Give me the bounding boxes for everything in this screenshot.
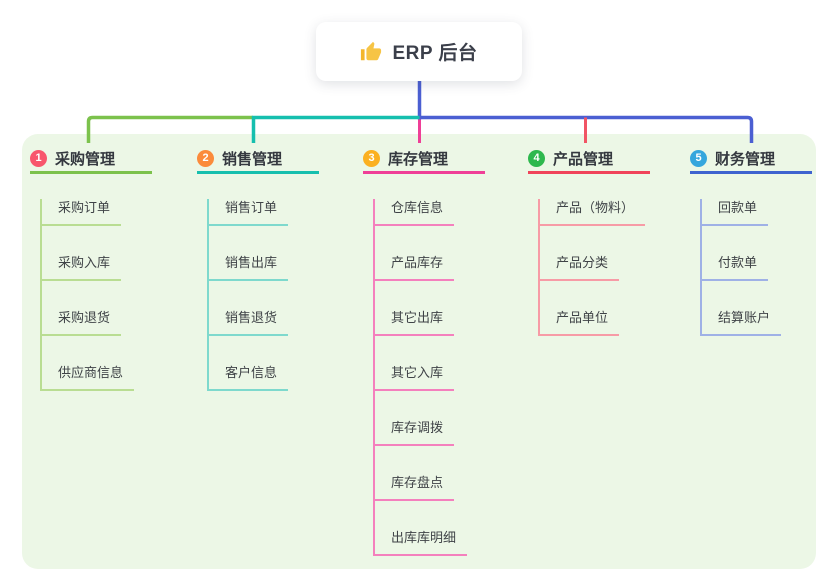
branch-product-title: 产品管理	[553, 150, 614, 168]
branch-finance-children: 回款单 付款单 结算账户	[700, 199, 812, 336]
branch-purchase-header[interactable]: 1 采购管理	[30, 148, 152, 174]
branch-finance-title: 财务管理	[715, 150, 776, 168]
node-stock-count[interactable]: 库存盘点	[375, 474, 455, 501]
branch-purchase: 1 采购管理 采购订单 采购入库 采购退货 供应商信息	[30, 148, 152, 391]
badge-5: 5	[690, 149, 707, 167]
node-purchase-inbound[interactable]: 采购入库	[42, 254, 122, 281]
node-product-category[interactable]: 产品分类	[540, 254, 620, 281]
badge-2: 2	[197, 149, 214, 167]
thumbs-up-icon	[361, 41, 382, 60]
branch-purchase-children: 采购订单 采购入库 采购退货 供应商信息	[40, 199, 152, 391]
root-node[interactable]: ERP 后台	[316, 22, 522, 81]
root-title: ERP 后台	[392, 43, 478, 64]
mindmap-background-panel	[22, 134, 816, 569]
branch-product: 4 产品管理 产品（物料） 产品分类 产品单位	[528, 148, 650, 336]
node-sales-order[interactable]: 销售订单	[209, 199, 289, 226]
branch-inventory-children: 仓库信息 产品库存 其它出库 其它入库 库存调拨 库存盘点 出库库明细	[373, 199, 485, 556]
branch-purchase-title: 采购管理	[55, 150, 116, 168]
branch-sales-header[interactable]: 2 销售管理	[197, 148, 319, 174]
branch-sales: 2 销售管理 销售订单 销售出库 销售退货 客户信息	[197, 148, 319, 391]
branch-finance: 5 财务管理 回款单 付款单 结算账户	[690, 148, 812, 336]
branch-product-header[interactable]: 4 产品管理	[528, 148, 650, 174]
node-product-unit[interactable]: 产品单位	[540, 309, 620, 336]
node-sales-return[interactable]: 销售退货	[209, 309, 289, 336]
node-purchase-return[interactable]: 采购退货	[42, 309, 122, 336]
node-other-inbound[interactable]: 其它入库	[375, 364, 455, 391]
badge-4: 4	[528, 149, 545, 167]
node-settlement-account[interactable]: 结算账户	[702, 309, 782, 336]
node-sales-outbound[interactable]: 销售出库	[209, 254, 289, 281]
node-customer-info[interactable]: 客户信息	[209, 364, 289, 391]
branch-inventory-title: 库存管理	[388, 150, 449, 168]
node-supplier-info[interactable]: 供应商信息	[42, 364, 135, 391]
node-stock-transfer[interactable]: 库存调拨	[375, 419, 455, 446]
node-receipt-order[interactable]: 回款单	[702, 199, 769, 226]
branch-product-children: 产品（物料） 产品分类 产品单位	[538, 199, 650, 336]
node-product-stock[interactable]: 产品库存	[375, 254, 455, 281]
badge-1: 1	[30, 149, 47, 167]
branch-finance-header[interactable]: 5 财务管理	[690, 148, 812, 174]
branch-sales-children: 销售订单 销售出库 销售退货 客户信息	[207, 199, 319, 391]
node-payment-order[interactable]: 付款单	[702, 254, 769, 281]
branch-inventory-header[interactable]: 3 库存管理	[363, 148, 485, 174]
node-product-material[interactable]: 产品（物料）	[540, 199, 646, 226]
node-outbound-detail[interactable]: 出库库明细	[375, 529, 468, 556]
branch-inventory: 3 库存管理 仓库信息 产品库存 其它出库 其它入库 库存调拨 库存盘点 出库库…	[363, 148, 485, 556]
node-other-outbound[interactable]: 其它出库	[375, 309, 455, 336]
branch-sales-title: 销售管理	[222, 150, 283, 168]
badge-3: 3	[363, 149, 380, 167]
node-warehouse-info[interactable]: 仓库信息	[375, 199, 455, 226]
node-purchase-order[interactable]: 采购订单	[42, 199, 122, 226]
